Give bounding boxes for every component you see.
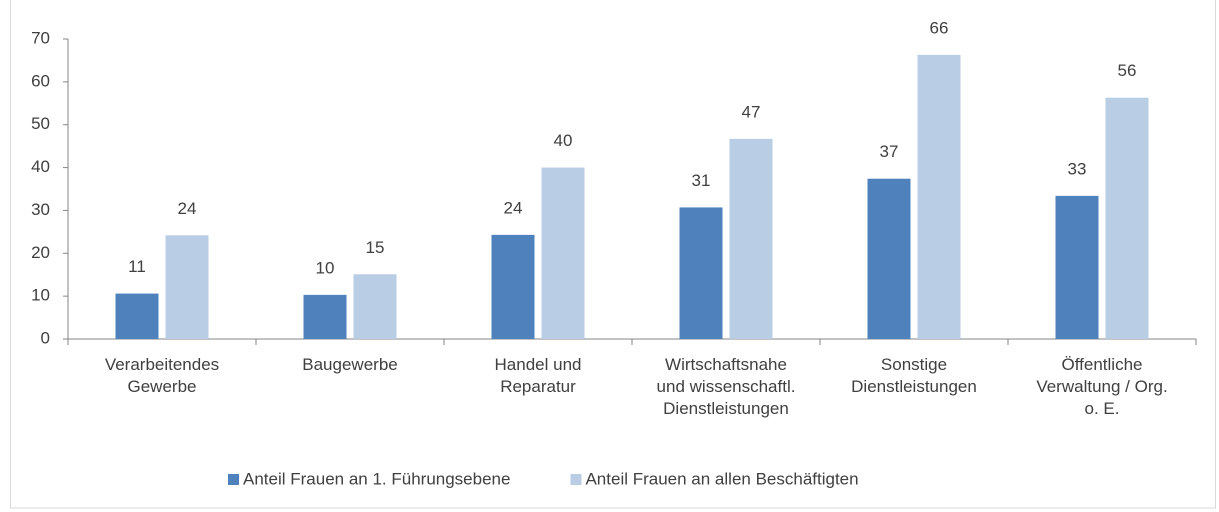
y-tick-label: 0 — [41, 328, 50, 347]
value-label: 24 — [504, 198, 523, 217]
bar — [867, 178, 911, 339]
y-tick-label: 20 — [31, 243, 50, 262]
y-tick-label: 70 — [31, 28, 50, 47]
value-label: 31 — [692, 171, 711, 190]
value-label: 24 — [178, 199, 197, 218]
x-tick-label: Baugewerbe — [302, 355, 398, 374]
bar — [165, 235, 209, 339]
legend-swatch — [570, 474, 582, 485]
y-tick-label: 50 — [31, 114, 50, 133]
value-label: 40 — [554, 131, 573, 150]
chart-border — [10, 0, 1216, 509]
y-tick-label: 30 — [31, 200, 50, 219]
bar — [115, 293, 159, 339]
bar — [729, 138, 773, 339]
bar — [353, 274, 397, 339]
value-label: 47 — [742, 102, 761, 121]
bar — [1055, 195, 1099, 339]
y-tick-label: 40 — [31, 157, 50, 176]
value-label: 10 — [316, 258, 335, 277]
bar — [679, 207, 723, 339]
bar — [1105, 97, 1149, 339]
value-label: 56 — [1118, 61, 1137, 80]
bar — [917, 54, 961, 339]
x-tick-label: Handel und Reparatur — [494, 355, 582, 396]
value-label: 11 — [128, 257, 146, 276]
legend-swatch — [228, 474, 239, 485]
legend-label: Anteil Frauen an 1. Führungsebene — [243, 469, 510, 488]
value-label: 66 — [930, 18, 949, 37]
value-label: 37 — [880, 142, 899, 161]
x-tick-label: Verarbeitendes Gewerbe — [104, 355, 220, 396]
bar — [491, 234, 535, 339]
x-tick-label: Wirtschaftsnahe und wissenschaftl. Diens… — [656, 355, 796, 418]
x-tick-label: Öffentliche Verwaltung / Org. o. E. — [1036, 355, 1168, 418]
legend-label: Anteil Frauen an allen Beschäftigten — [585, 469, 858, 488]
value-label: 15 — [366, 238, 385, 257]
bar — [541, 167, 585, 339]
bar — [303, 294, 347, 339]
value-label: 33 — [1068, 159, 1087, 178]
x-tick-label: Sonstige Dienstleistungen — [851, 355, 977, 396]
y-tick-label: 10 — [31, 286, 50, 305]
y-tick-label: 60 — [31, 71, 50, 90]
